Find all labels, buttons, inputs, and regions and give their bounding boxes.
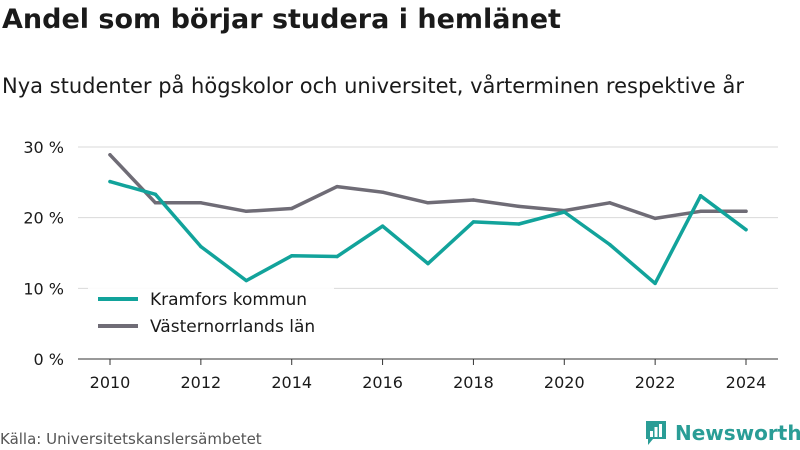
data-point bbox=[471, 198, 476, 202]
data-point bbox=[290, 206, 294, 211]
data-point bbox=[744, 209, 748, 214]
data-point bbox=[517, 204, 521, 209]
series-line-kramfors bbox=[108, 179, 748, 286]
x-tick-label: 2014 bbox=[271, 373, 312, 392]
data-point bbox=[426, 201, 430, 205]
source-note: Källa: Universitetskanslersämbetet bbox=[0, 430, 262, 448]
data-point bbox=[608, 242, 612, 247]
grid-lines bbox=[78, 146, 778, 289]
data-point bbox=[153, 201, 158, 205]
data-point bbox=[290, 254, 294, 258]
data-point bbox=[698, 209, 703, 214]
brand-name: Newsworthy bbox=[675, 421, 800, 445]
line-chart: 0 % 10 % 20 % 30 % 2010 2012 2014 2016 2018 2020 2… bbox=[23, 138, 778, 392]
x-tick-label: 2024 bbox=[726, 373, 767, 392]
chart-title: Andel som börjar studera i hemlänet bbox=[2, 4, 561, 35]
series-line-vasternorrland bbox=[108, 153, 748, 221]
legend-label: Västernorrlands län bbox=[150, 317, 315, 337]
x-tick-label: 2010 bbox=[90, 373, 131, 392]
data-point bbox=[199, 201, 203, 205]
data-point bbox=[244, 278, 248, 283]
y-tick-label: 20 % bbox=[23, 209, 64, 228]
data-point bbox=[744, 227, 748, 232]
data-point bbox=[153, 192, 158, 197]
data-point bbox=[108, 179, 112, 184]
data-point bbox=[335, 254, 339, 259]
series-lines bbox=[108, 153, 748, 286]
legend-label: Kramfors kommun bbox=[150, 290, 307, 310]
y-tick-label: 0 % bbox=[34, 350, 64, 369]
x-tick-label: 2016 bbox=[362, 373, 403, 392]
data-point bbox=[199, 244, 203, 249]
legend: Kramfors kommun Västernorrlands län bbox=[88, 285, 334, 345]
x-tick-label: 2012 bbox=[180, 373, 221, 392]
data-point bbox=[608, 201, 612, 205]
axes: 0 % 10 % 20 % 30 % 2010 2012 2014 2016 2018 2020 2… bbox=[23, 138, 778, 392]
data-point bbox=[698, 194, 703, 198]
chart-subtitle: Nya studenter på högskolor och universit… bbox=[2, 74, 744, 98]
y-tick-label: 30 % bbox=[23, 138, 64, 157]
y-tick-label: 10 % bbox=[23, 279, 64, 298]
data-point bbox=[335, 184, 339, 189]
data-point bbox=[380, 224, 385, 228]
x-tick-label: 2020 bbox=[544, 373, 585, 392]
brand-logo: Newsworthy bbox=[644, 420, 800, 446]
data-point bbox=[562, 210, 566, 214]
data-point bbox=[426, 261, 430, 266]
data-point bbox=[653, 216, 657, 221]
bar-chart-logo-icon bbox=[646, 421, 666, 445]
legend-background bbox=[88, 285, 334, 345]
data-point bbox=[471, 220, 476, 224]
data-point bbox=[517, 222, 521, 226]
data-point bbox=[108, 153, 112, 157]
x-tick-label: 2022 bbox=[635, 373, 676, 392]
x-tick-label: 2018 bbox=[453, 373, 494, 392]
data-point bbox=[380, 190, 385, 194]
data-point bbox=[653, 281, 657, 286]
data-point bbox=[244, 209, 248, 214]
